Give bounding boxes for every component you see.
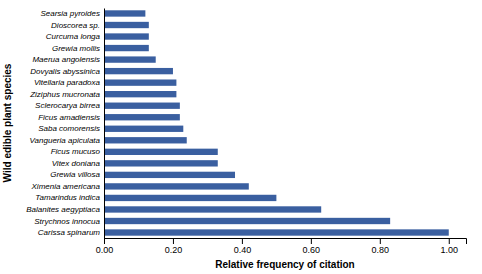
y-tick-label: Sclerocarya birrea [35, 101, 100, 110]
y-tick: Tamarindus indica [35, 193, 100, 202]
chart: 0.00 0.20 0.40 0.60 0.80 1.00 Carissa spinarum… [0, 0, 482, 274]
y-tick-label: Saba comorensis [38, 124, 100, 133]
y-axis: Carissa spinarum Strychnos innocua Balanit… [26, 9, 104, 239]
y-tick: Grewia mollis [52, 44, 100, 53]
x-tick-label: 0.80 [372, 245, 390, 255]
bars [104, 10, 449, 235]
x-axis-line [105, 239, 467, 245]
y-tick: Maerua angolensis [32, 55, 100, 64]
y-tick-label: Carissa spinarum [38, 228, 101, 237]
y-tick-label: Dioscorea sp. [51, 21, 100, 30]
bar [104, 103, 180, 109]
x-tick-label: 0.00 [96, 245, 114, 255]
y-tick: Ficus mucuso [51, 147, 101, 156]
y-tick: Dioscorea sp. [51, 21, 100, 30]
x-tick-mark [104, 238, 105, 244]
bar [104, 195, 276, 201]
bar [104, 172, 235, 178]
y-tick: Vitex doniana [52, 159, 101, 168]
bar [104, 183, 249, 189]
bar [104, 45, 149, 51]
x-tick: 0.00 [96, 238, 114, 255]
x-tick: 1.00 [440, 238, 458, 255]
y-tick: Saba comorensis [38, 124, 100, 133]
y-tick-label: Ficus mucuso [51, 147, 101, 156]
bar [104, 218, 390, 224]
x-tick-label: 0.20 [165, 245, 183, 255]
y-tick: Vitellaria paradoxa [34, 78, 101, 87]
plot: 0.00 0.20 0.40 0.60 0.80 1.00 Carissa spinarum… [26, 9, 466, 256]
x-tick: 0.40 [234, 238, 252, 255]
bar [104, 10, 145, 16]
x-axis: 0.00 0.20 0.40 0.60 0.80 1.00 [96, 238, 467, 255]
y-tick-label: Ximenia americana [31, 182, 101, 191]
x-tick-mark [449, 238, 450, 244]
bar [104, 160, 218, 166]
x-tick-mark [242, 238, 243, 244]
y-tick: Searsia pyroides [40, 9, 100, 18]
y-tick: Dovyalis abyssinica [30, 67, 100, 76]
y-tick: Carissa spinarum [38, 228, 101, 237]
y-tick: Curcuma longa [46, 32, 101, 41]
y-tick: Strychnos innocua [34, 217, 100, 226]
bar [104, 91, 176, 97]
y-tick-label: Strychnos innocua [34, 217, 100, 226]
bar [104, 206, 321, 212]
y-tick-label: Curcuma longa [46, 32, 101, 41]
bar [104, 68, 173, 74]
x-tick-label: 0.40 [234, 245, 252, 255]
y-tick-label: Maerua angolensis [32, 55, 100, 64]
y-tick-label: Vangueria apiculata [30, 136, 101, 145]
y-axis-title: Wild edible plant species [2, 63, 13, 182]
x-tick-label: 1.00 [440, 245, 458, 255]
y-tick: Grewia villosa [50, 170, 100, 179]
y-tick: Ficus amadiensis [38, 113, 100, 122]
y-tick: Ximenia americana [31, 182, 101, 191]
x-axis-title: Relative frequency of citation [215, 259, 354, 270]
y-tick-label: Tamarindus indica [35, 193, 100, 202]
y-tick: Vangueria apiculata [30, 136, 101, 145]
y-tick-label: Balanites aegyptiaca [26, 205, 100, 214]
y-tick-label: Dovyalis abyssinica [30, 67, 100, 76]
y-tick: Balanites aegyptiaca [26, 205, 100, 214]
y-tick-label: Vitellaria paradoxa [34, 78, 101, 87]
x-tick: 0.20 [165, 238, 183, 255]
y-tick: Sclerocarya birrea [35, 101, 100, 110]
x-tick: 0.80 [372, 238, 390, 255]
bar [104, 56, 156, 62]
y-tick-label: Vitex doniana [52, 159, 101, 168]
y-tick-label: Ziziphus mucronata [29, 90, 100, 99]
x-tick-mark [173, 238, 174, 244]
x-tick-mark [380, 238, 381, 244]
x-tick-label: 0.60 [303, 245, 321, 255]
bar [104, 149, 218, 155]
y-axis-line [104, 9, 105, 239]
bar [104, 33, 149, 39]
y-tick-label: Grewia mollis [52, 44, 100, 53]
y-tick: Ziziphus mucronata [29, 90, 100, 99]
x-tick: 0.60 [303, 238, 321, 255]
y-tick-label: Grewia villosa [50, 170, 100, 179]
bar [104, 229, 449, 235]
y-tick-label: Searsia pyroides [40, 9, 100, 18]
bar [104, 126, 183, 132]
bar [104, 114, 180, 120]
y-tick-label: Ficus amadiensis [38, 113, 100, 122]
x-tick-mark [311, 238, 312, 244]
bar [104, 22, 149, 28]
bar [104, 79, 176, 85]
bar [104, 137, 187, 143]
